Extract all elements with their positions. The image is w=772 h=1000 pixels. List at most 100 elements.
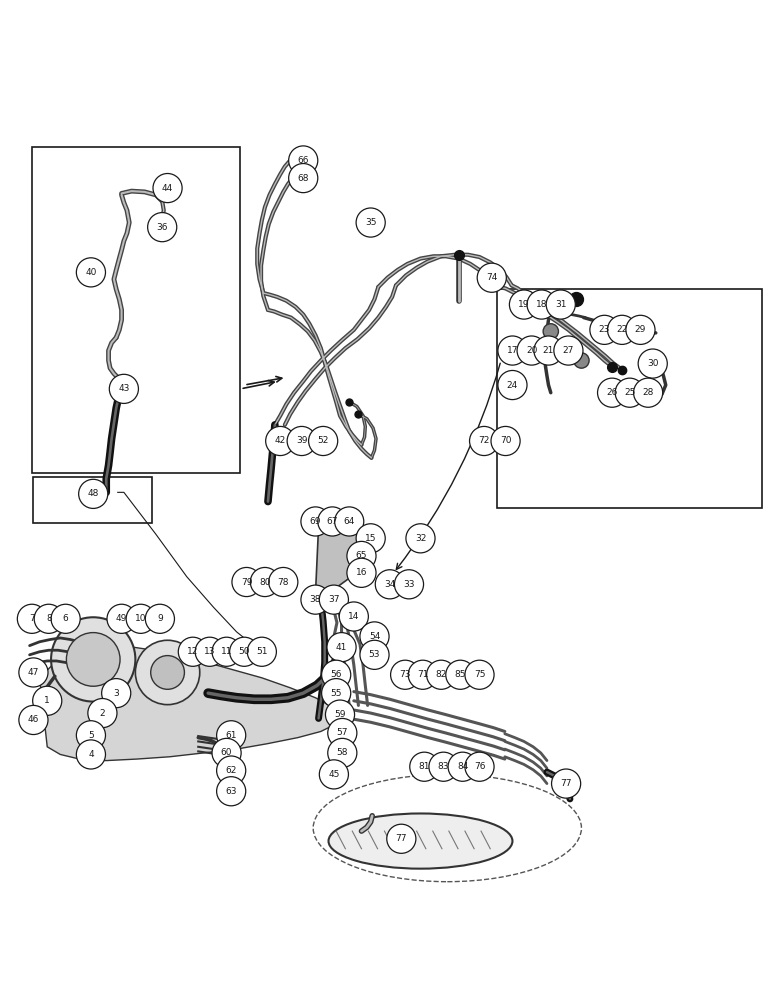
Circle shape <box>102 679 130 708</box>
Circle shape <box>17 604 46 633</box>
Text: 15: 15 <box>365 534 377 543</box>
Circle shape <box>107 604 136 633</box>
Text: 56: 56 <box>330 670 342 679</box>
Text: 78: 78 <box>278 578 289 587</box>
Circle shape <box>34 604 63 633</box>
Polygon shape <box>509 377 523 387</box>
Text: 40: 40 <box>85 268 96 277</box>
Circle shape <box>212 637 241 666</box>
Circle shape <box>322 660 350 689</box>
Text: 5: 5 <box>88 731 93 740</box>
Circle shape <box>320 585 348 614</box>
Text: 4: 4 <box>88 750 93 759</box>
Text: 7: 7 <box>29 614 35 623</box>
Circle shape <box>360 622 389 651</box>
Text: 39: 39 <box>296 436 307 445</box>
Circle shape <box>79 479 108 508</box>
Text: 17: 17 <box>506 346 518 355</box>
Circle shape <box>394 570 424 599</box>
Circle shape <box>327 633 356 662</box>
Circle shape <box>318 507 347 536</box>
Text: 19: 19 <box>518 300 530 309</box>
Circle shape <box>387 824 416 853</box>
Text: 73: 73 <box>399 670 411 679</box>
Circle shape <box>19 705 48 735</box>
Text: 44: 44 <box>162 184 173 193</box>
Circle shape <box>356 524 385 553</box>
Circle shape <box>153 173 182 203</box>
Text: 69: 69 <box>310 517 321 526</box>
Circle shape <box>178 637 208 666</box>
Text: 26: 26 <box>607 388 618 397</box>
Circle shape <box>322 679 350 708</box>
Circle shape <box>320 760 348 789</box>
Circle shape <box>408 660 438 689</box>
Text: 77: 77 <box>395 834 407 843</box>
Text: 43: 43 <box>118 384 130 393</box>
Circle shape <box>66 633 120 686</box>
Circle shape <box>626 315 655 344</box>
Circle shape <box>469 426 499 456</box>
Circle shape <box>328 718 357 748</box>
Circle shape <box>326 700 354 729</box>
Text: 79: 79 <box>241 578 252 587</box>
Text: 42: 42 <box>275 436 286 445</box>
Text: 6: 6 <box>63 614 69 623</box>
Text: 31: 31 <box>555 300 567 309</box>
Circle shape <box>232 567 261 597</box>
Circle shape <box>51 604 80 633</box>
Text: 51: 51 <box>256 647 268 656</box>
Text: 60: 60 <box>221 748 232 757</box>
Circle shape <box>126 604 155 633</box>
Text: 83: 83 <box>438 762 449 771</box>
Text: 74: 74 <box>486 273 497 282</box>
Text: 52: 52 <box>317 436 329 445</box>
Circle shape <box>76 740 106 769</box>
Circle shape <box>391 660 420 689</box>
Polygon shape <box>316 523 377 598</box>
Circle shape <box>574 353 589 368</box>
Circle shape <box>347 558 376 587</box>
Text: 62: 62 <box>225 766 237 775</box>
Text: 11: 11 <box>221 647 232 656</box>
Circle shape <box>546 290 575 319</box>
Text: 77: 77 <box>560 779 572 788</box>
Circle shape <box>429 752 458 781</box>
Circle shape <box>551 769 581 798</box>
Circle shape <box>32 686 62 715</box>
Text: 82: 82 <box>435 670 447 679</box>
Text: 37: 37 <box>328 595 340 604</box>
Text: 27: 27 <box>563 346 574 355</box>
Text: 57: 57 <box>337 728 348 737</box>
Circle shape <box>347 541 376 571</box>
Circle shape <box>212 738 241 767</box>
Circle shape <box>195 637 225 666</box>
Text: 25: 25 <box>624 388 635 397</box>
Text: 84: 84 <box>457 762 469 771</box>
Circle shape <box>19 658 48 687</box>
Circle shape <box>309 426 337 456</box>
Text: 47: 47 <box>28 668 39 677</box>
Text: 28: 28 <box>642 388 654 397</box>
Polygon shape <box>39 646 340 761</box>
Text: 41: 41 <box>336 643 347 652</box>
Text: 55: 55 <box>330 689 342 698</box>
Text: 23: 23 <box>599 325 610 334</box>
Text: 34: 34 <box>384 580 395 589</box>
Text: 13: 13 <box>204 647 215 656</box>
Text: 67: 67 <box>327 517 338 526</box>
Text: 76: 76 <box>474 762 486 771</box>
Text: 22: 22 <box>616 325 628 334</box>
Circle shape <box>266 426 295 456</box>
Circle shape <box>217 721 245 750</box>
Text: 16: 16 <box>356 568 367 577</box>
Text: 50: 50 <box>239 647 250 656</box>
Circle shape <box>334 507 364 536</box>
Text: 29: 29 <box>635 325 646 334</box>
Text: 53: 53 <box>369 650 381 659</box>
Circle shape <box>217 777 245 806</box>
Circle shape <box>634 378 662 407</box>
Text: 46: 46 <box>28 715 39 724</box>
Text: 1: 1 <box>44 696 50 705</box>
Circle shape <box>598 378 627 407</box>
